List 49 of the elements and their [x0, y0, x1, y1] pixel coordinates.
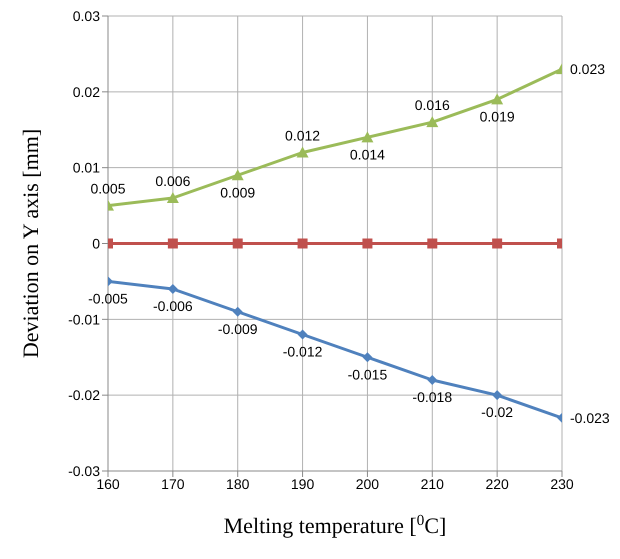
point — [362, 352, 372, 362]
point — [296, 146, 309, 158]
data-label: 0.016 — [414, 97, 450, 114]
x-tick-label: 190 — [290, 476, 314, 492]
data-label: -0.023 — [570, 410, 610, 426]
point — [232, 169, 244, 180]
point — [491, 93, 504, 104]
data-label: 0.012 — [285, 128, 320, 144]
data-label: -0.018 — [412, 389, 452, 405]
data-label: 0.005 — [90, 180, 126, 197]
y-tick-label: 0 — [92, 235, 100, 252]
y-tick-label: -0.01 — [68, 311, 100, 328]
point — [427, 238, 438, 248]
y-tick-label: 0.02 — [72, 84, 100, 100]
y-tick-label: 0.03 — [72, 8, 100, 24]
y-tick-label: 0.01 — [72, 160, 100, 176]
point — [362, 238, 372, 248]
data-label: -0.006 — [153, 298, 193, 314]
x-tick-label: 170 — [161, 476, 185, 492]
point — [168, 284, 178, 294]
y-tick-label: -0.02 — [68, 387, 100, 404]
data-label: 0.009 — [220, 184, 256, 200]
x-tick-label: 220 — [485, 476, 510, 492]
x-tick-label: 210 — [420, 476, 444, 492]
data-label: -0.012 — [282, 344, 323, 360]
data-label: -0.005 — [88, 290, 128, 306]
point — [232, 306, 243, 317]
data-label: -0.015 — [348, 366, 388, 382]
data-label: 0.023 — [570, 61, 606, 78]
data-label: -0.009 — [218, 320, 258, 337]
x-tick-label: 180 — [226, 476, 250, 492]
point — [232, 238, 243, 248]
point — [426, 116, 438, 128]
point — [361, 131, 374, 142]
data-label: 0.019 — [480, 108, 515, 124]
point — [166, 192, 179, 203]
data-label: 0.014 — [350, 146, 386, 162]
point — [298, 330, 308, 340]
data-label: -0.02 — [481, 404, 514, 420]
y-axis-title: Deviation on Y axis [mm] — [18, 128, 43, 358]
point — [427, 375, 438, 385]
x-axis-title: Melting temperature [$^{0}$C] — [224, 512, 446, 538]
point — [298, 238, 308, 248]
point — [168, 238, 178, 248]
point — [492, 238, 502, 248]
x-tick-label: 230 — [550, 476, 574, 492]
data-label: 0.006 — [155, 173, 191, 189]
point — [492, 390, 502, 400]
x-tick-label: 200 — [356, 476, 380, 492]
